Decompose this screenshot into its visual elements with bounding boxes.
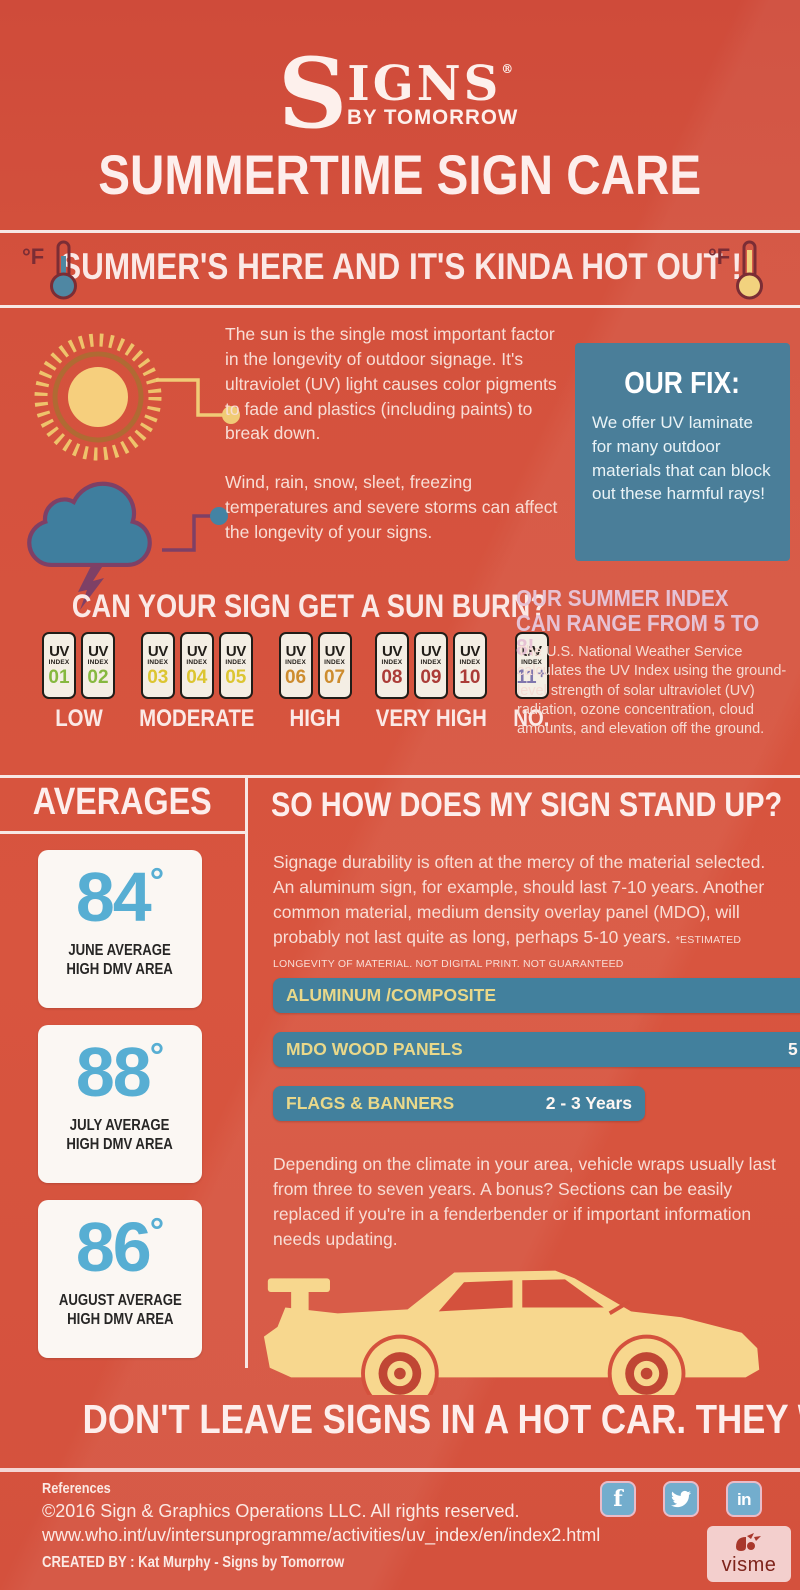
visme-badge[interactable]: visme	[707, 1526, 791, 1582]
temp-card-july: 88° JULY AVERAGE HIGH DMV AREA	[38, 1025, 202, 1183]
temp-value-august: 86°	[75, 1208, 165, 1286]
uv-badge-07: UV INDEX 07	[317, 632, 352, 699]
degree-symbol: °	[149, 860, 165, 901]
lightning-bolt-icon	[78, 564, 104, 610]
visme-bird-icon	[736, 1533, 761, 1551]
uv-badge-10: UV INDEX 10	[452, 632, 487, 699]
facebook-icon: f	[613, 1486, 623, 1512]
svg-text:°F: °F	[708, 244, 730, 269]
uv-badge-02: UV INDEX 02	[81, 632, 115, 699]
uv-group-label-low: LOW	[54, 705, 103, 732]
twitter-button[interactable]	[663, 1481, 699, 1517]
logo-by-tomorrow: BY TOMORROW	[347, 105, 519, 129]
summer-index-heading: OUR SUMMER INDEX CAN RANGE FROM 5 TO 8!	[516, 585, 760, 661]
linkedin-button[interactable]: in	[726, 1481, 762, 1517]
durability-heading: SO HOW DOES MY SIGN STAND UP?	[271, 786, 783, 824]
uv-group-label-moderate: MODERATE	[139, 705, 255, 732]
temp-value-june: 84°	[75, 858, 165, 936]
uv-group-label-high: HIGH	[289, 705, 341, 732]
uv-group-very-high: UV INDEX 08 UV INDEX 09 UV INDEX 10 VERY HIGH	[366, 632, 497, 733]
references-label: References	[42, 1480, 111, 1497]
summer-index-text: The U.S. National Weather Service calcul…	[517, 644, 787, 738]
averages-heading: AVERAGES	[33, 781, 212, 823]
our-fix-title: OUR FIX:	[624, 365, 741, 400]
uv-index-scale: UV INDEX 01 UV INDEX 02 LOW UV INDEX 03 UV INDE…	[42, 632, 553, 733]
signs-by-tomorrow-logo: S IGNS® BY TOMORROW	[0, 37, 800, 150]
durability-disclaimer: *ESTIMATED LONGEVITY OF MATERIAL. NOT DI…	[273, 933, 742, 971]
facebook-button[interactable]: f	[600, 1481, 636, 1517]
banner-heading: SUMMER'S HERE AND IT'S KINDA HOT OUT !	[60, 246, 742, 287]
divider-vertical	[245, 775, 248, 1368]
temp-label-june: JUNE AVERAGE HIGH DMV AREA	[66, 942, 174, 978]
uv-badge-04: UV INDEX 04	[179, 632, 214, 699]
durability-paragraph: Signage durability is often at the mercy…	[273, 852, 766, 971]
bar-flags-banners: FLAGS & BANNERS 2 - 3 Years	[273, 1086, 645, 1121]
averages-underline	[0, 831, 245, 834]
sun-paragraph: The sun is the single most important fac…	[225, 324, 557, 444]
thermometer-icon-hot: °F	[708, 240, 763, 300]
twitter-icon	[671, 1490, 691, 1508]
hot-car-warning: DON'T LEAVE SIGNS IN A HOT CAR. THEY WIL…	[82, 1396, 800, 1442]
uv-badge-09: UV INDEX 09	[413, 632, 448, 699]
uv-section-heading: CAN YOUR SIGN GET A SUN BURN?	[71, 588, 547, 624]
uv-group-moderate: UV INDEX 03 UV INDEX 04 UV INDEX 05 MODERATE	[129, 632, 265, 733]
logo-letter-s: S	[277, 37, 347, 150]
degree-symbol: °	[149, 1035, 165, 1076]
thermometer-icon-cold: °F	[22, 240, 77, 300]
divider-banner-bottom	[0, 305, 800, 308]
uv-badge-03: UV INDEX 03	[140, 632, 175, 699]
logo-word-igns: IGNS®	[347, 56, 517, 112]
visme-label: visme	[721, 1554, 777, 1576]
our-fix-panel: OUR FIX: We offer UV laminate for many o…	[575, 343, 790, 561]
uv-group-low: UV INDEX 01 UV INDEX 02 LOW	[42, 632, 115, 733]
uv-badge-05: UV INDEX 05	[218, 632, 253, 699]
reference-url: www.who.int/uv/intersunprogramme/activit…	[42, 1525, 601, 1546]
references-block: References ©2016 Sign & Graphics Operati…	[42, 1480, 600, 1572]
sun-icon	[34, 333, 240, 461]
uv-badge-08: UV INDEX 08	[374, 632, 409, 699]
bar-mdo-wood-panels: MDO WOOD PANELS 5 - 10 Years	[273, 1032, 800, 1067]
race-car-icon	[263, 1270, 760, 1395]
storm-cloud-icon	[27, 481, 228, 610]
temp-label-july: JULY AVERAGE HIGH DMV AREA	[66, 1117, 174, 1153]
temp-card-june: 84° JUNE AVERAGE HIGH DMV AREA	[38, 850, 202, 1008]
created-by-text: CREATED BY : Kat Murphy - Signs by Tomor…	[42, 1553, 345, 1571]
temp-value-july: 88°	[75, 1033, 165, 1111]
uv-badge-11plus: UV INDEX 11⁺	[514, 632, 549, 699]
linkedin-icon: in	[736, 1489, 752, 1509]
divider-top	[0, 230, 800, 233]
temp-card-august: 86° AUGUST AVERAGE HIGH DMV AREA	[38, 1200, 202, 1358]
temp-label-august: AUGUST AVERAGE HIGH DMV AREA	[58, 1292, 182, 1328]
bar-value: 2 - 3 Years	[545, 1093, 632, 1113]
registered-mark: ®	[501, 62, 517, 76]
copyright-text: ©2016 Sign & Graphics Operations LLC. Al…	[42, 1501, 520, 1521]
divider-footer	[0, 1468, 800, 1472]
bar-aluminum-composite: ALUMINUM /COMPOSITE 7 - 10 Years	[273, 978, 800, 1013]
bar-label: ALUMINUM /COMPOSITE	[286, 985, 496, 1005]
uv-group-high: UV INDEX 06 UV INDEX 07 HIGH	[278, 632, 352, 733]
uv-group-label-very-high: VERY HIGH	[375, 705, 487, 732]
vehicle-wrap-paragraph: Depending on the climate in your area, v…	[273, 1154, 776, 1249]
uv-badge-01: UV INDEX 01	[42, 632, 76, 699]
degree-symbol: °	[149, 1210, 165, 1251]
fahrenheit-label: °F	[22, 244, 44, 269]
uv-group-label-no: NO.	[513, 705, 550, 732]
bar-value: 5 - 10 Years	[787, 1039, 800, 1059]
divider-mid	[0, 775, 800, 778]
bar-label: MDO WOOD PANELS	[286, 1039, 463, 1059]
storm-paragraph: Wind, rain, snow, sleet, freezing temper…	[225, 472, 558, 542]
our-fix-text: We offer UV laminate for many outdoor ma…	[592, 413, 771, 504]
uv-group-no: UV INDEX 11⁺ NO.	[510, 632, 553, 733]
bar-label: FLAGS & BANNERS	[286, 1093, 455, 1113]
uv-badge-06: UV INDEX 06	[278, 632, 313, 699]
page-title: SUMMERTIME SIGN CARE	[98, 143, 702, 206]
